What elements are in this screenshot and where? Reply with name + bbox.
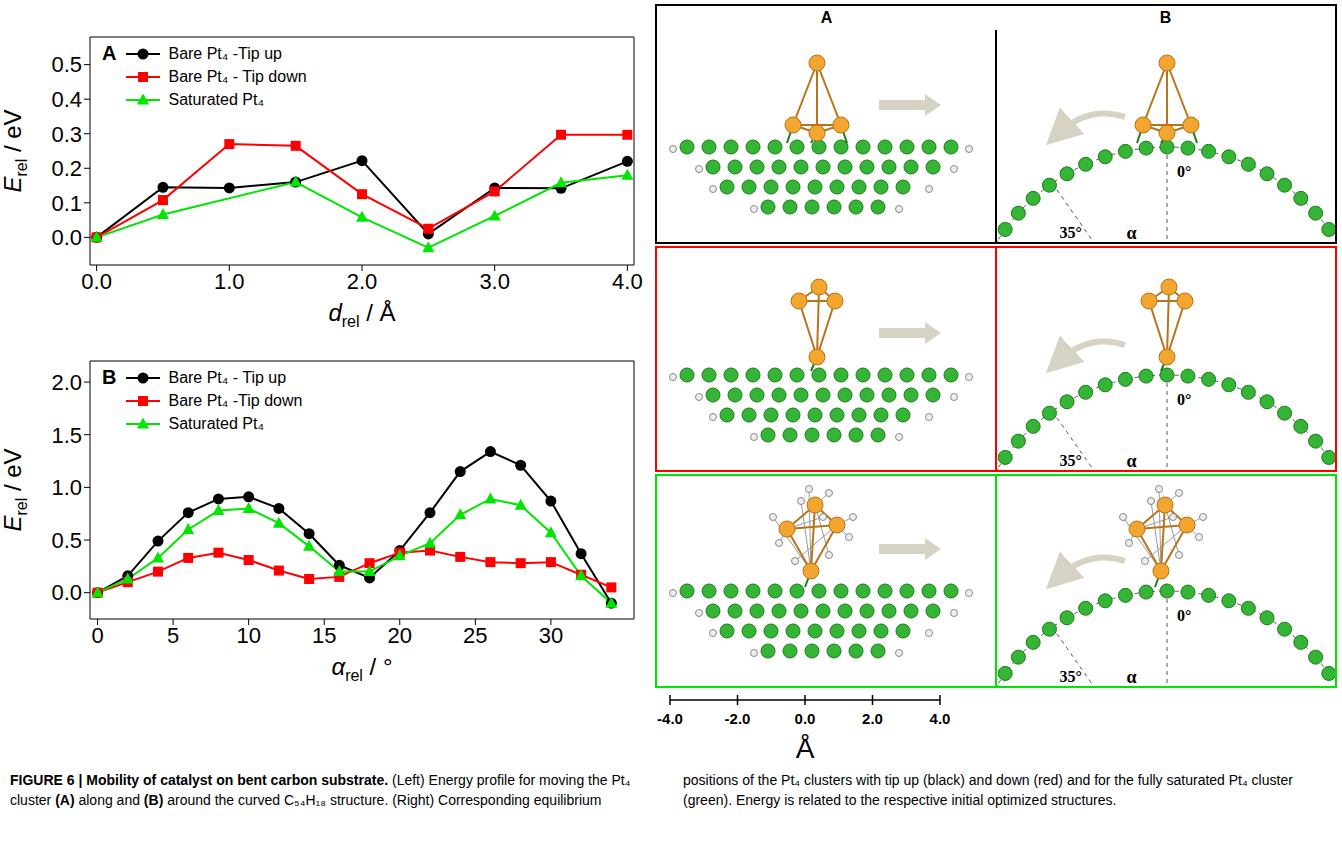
svg-text:4.0: 4.0: [930, 710, 951, 727]
html-text:Saturated Pt₄: Saturated Pt₄: [168, 414, 264, 432]
svg-text:35°: 35°: [1059, 452, 1081, 469]
html-text:Bare Pt₄ -Tip down: Bare Pt₄ -Tip down: [168, 391, 303, 409]
svg-text:-4.0: -4.0: [657, 710, 683, 727]
svg-text:0°: 0°: [1177, 163, 1191, 180]
svg-text:35°: 35°: [1059, 668, 1081, 685]
svg-text:4.0: 4.0: [612, 269, 643, 294]
svg-text:1.0: 1.0: [51, 475, 82, 500]
svg-text:drel / Å: drel / Å: [328, 299, 395, 330]
svg-text:0.5: 0.5: [51, 528, 82, 553]
svg-text:25: 25: [463, 623, 487, 648]
svg-text:3.0: 3.0: [479, 269, 510, 294]
svg-text:Erel / eV: Erel / eV: [0, 109, 30, 192]
html-text:B: B: [1159, 9, 1172, 26]
svg-text:35°: 35°: [1059, 224, 1081, 241]
html-text:Bare Pt₄ -Tip up: Bare Pt₄ -Tip up: [168, 44, 282, 62]
svg-text:1.5: 1.5: [51, 423, 82, 448]
svg-text:αrel / °: αrel / °: [331, 653, 392, 684]
svg-text:20: 20: [388, 623, 412, 648]
svg-text:2.0: 2.0: [347, 269, 378, 294]
svg-text:0.0: 0.0: [51, 580, 82, 605]
svg-text:0.0: 0.0: [81, 269, 112, 294]
svg-text:0.0: 0.0: [795, 710, 816, 727]
svg-text:10: 10: [236, 623, 260, 648]
html-text:FIGURE 6 | Mobility of catalys: FIGURE 6 | Mobility of catalyst on bent …: [10, 772, 1297, 808]
svg-text:0: 0: [91, 623, 103, 648]
svg-text:0°: 0°: [1177, 391, 1191, 408]
svg-text:2.0: 2.0: [862, 710, 883, 727]
html-text:A: A: [102, 42, 117, 64]
svg-text:0.0: 0.0: [51, 225, 82, 250]
svg-text:30: 30: [539, 623, 563, 648]
svg-text:α: α: [1126, 451, 1136, 470]
svg-text:0.3: 0.3: [51, 122, 82, 147]
html-text:A: A: [820, 9, 833, 26]
html-text:Bare Pt₄ - Tip down: Bare Pt₄ - Tip down: [168, 67, 307, 85]
svg-text:-2.0: -2.0: [725, 710, 751, 727]
svg-text:0.2: 0.2: [51, 156, 82, 181]
svg-text:0.1: 0.1: [51, 191, 82, 216]
svg-text:2.0: 2.0: [51, 370, 82, 395]
svg-text:0°: 0°: [1177, 607, 1191, 624]
svg-text:Å: Å: [796, 733, 815, 764]
svg-text:1.0: 1.0: [214, 269, 245, 294]
svg-text:0.4: 0.4: [51, 87, 82, 112]
html-text:Saturated Pt₄: Saturated Pt₄: [168, 90, 264, 108]
svg-text:Erel / eV: Erel / eV: [0, 448, 30, 531]
svg-text:α: α: [1126, 223, 1136, 242]
svg-text:5: 5: [167, 623, 179, 648]
html-text:Bare Pt₄ - Tip up: Bare Pt₄ - Tip up: [168, 368, 287, 386]
svg-text:0.5: 0.5: [51, 52, 82, 77]
svg-text:α: α: [1126, 667, 1136, 686]
svg-text:15: 15: [312, 623, 336, 648]
html-text:B: B: [102, 366, 117, 388]
